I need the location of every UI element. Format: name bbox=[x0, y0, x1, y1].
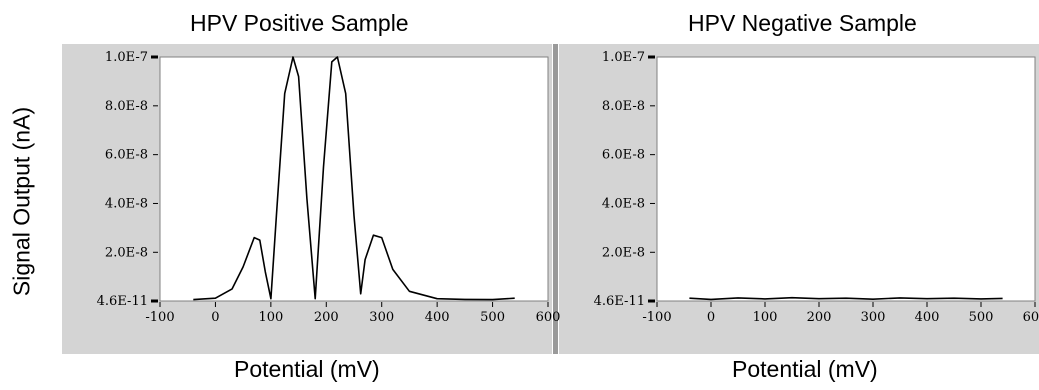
left-y-tick-label: 1.0E-7 bbox=[105, 50, 148, 65]
left-x-tick-label: 500 bbox=[480, 310, 505, 325]
right-y-tick-label: 2.0E-8 bbox=[602, 245, 645, 260]
left-x-tick-label: 100 bbox=[258, 310, 283, 325]
right-x-tick-label: 300 bbox=[861, 310, 886, 325]
left-x-tick-label: 200 bbox=[314, 310, 339, 325]
left-x-tick-label: 400 bbox=[425, 310, 450, 325]
left-y-tick-label: 2.0E-8 bbox=[105, 245, 148, 260]
right-x-tick-label: 500 bbox=[969, 310, 994, 325]
left-y-tick-label: 4.0E-8 bbox=[105, 196, 148, 211]
right-x-tick-label: 400 bbox=[915, 310, 940, 325]
left-x-tick-label: 600 bbox=[536, 310, 561, 325]
right-y-tick-label: 4.0E-8 bbox=[602, 196, 645, 211]
right-x-tick-label: -100 bbox=[642, 310, 671, 325]
right-y-tick-label: 8.0E-8 bbox=[602, 99, 645, 114]
right-x-tick-label: 100 bbox=[753, 310, 778, 325]
left-y-tick-label: 8.0E-8 bbox=[105, 99, 148, 114]
left-x-tick-label: 0 bbox=[211, 310, 219, 325]
left-plot-area bbox=[160, 57, 548, 301]
left-y-tick-label: 4.6E-11 bbox=[97, 294, 148, 309]
left-x-tick-label: 300 bbox=[369, 310, 394, 325]
right-y-tick-label: 4.6E-11 bbox=[594, 294, 645, 309]
right-x-tick-label: 200 bbox=[807, 310, 832, 325]
left-x-tick-label: -100 bbox=[145, 310, 174, 325]
right-plot-area bbox=[657, 57, 1035, 301]
left-y-tick-label: 6.0E-8 bbox=[105, 148, 148, 163]
right-y-tick-label: 1.0E-7 bbox=[602, 50, 645, 65]
right-y-tick-label: 6.0E-8 bbox=[602, 148, 645, 163]
right-x-tick-label: 600 bbox=[1023, 310, 1039, 325]
right-x-tick-label: 0 bbox=[707, 310, 715, 325]
